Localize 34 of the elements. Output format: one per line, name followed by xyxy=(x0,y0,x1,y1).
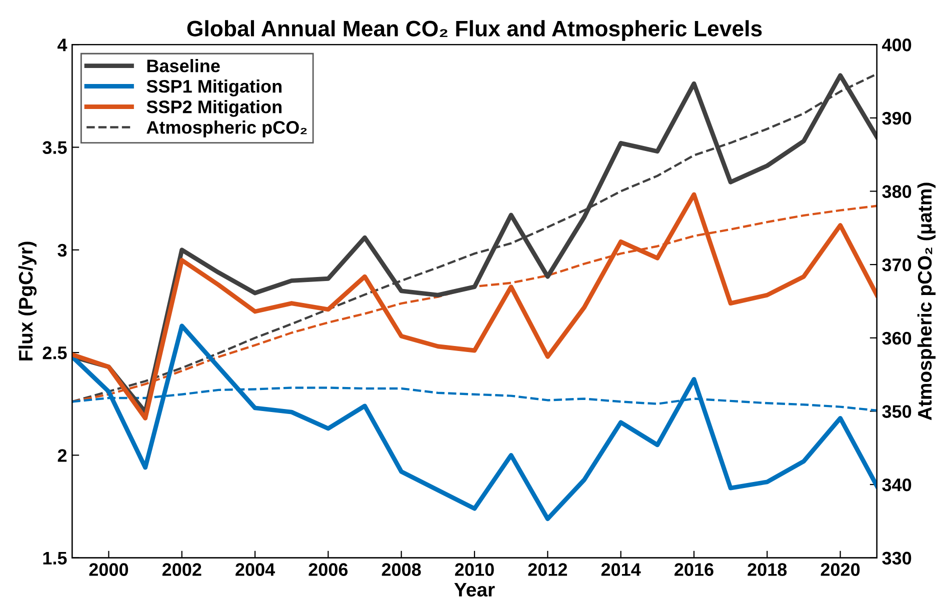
line-series xyxy=(72,324,877,522)
x-tick-label: 2002 xyxy=(162,563,202,576)
x-tick-label: 2020 xyxy=(820,563,860,576)
y-tick-label: 3.5 xyxy=(42,141,67,154)
y-axis-title: Flux (PgC/yr) xyxy=(18,242,37,360)
y2-tick-label: 370 xyxy=(882,258,912,272)
y2-tick-label: 400 xyxy=(882,38,912,52)
y2-tick-label: 330 xyxy=(882,552,912,565)
legend-label: Atmospheric pCO₂ xyxy=(146,120,307,138)
x-tick-label: 2004 xyxy=(236,563,276,576)
y-tick-label: 3 xyxy=(58,244,67,257)
y2-tick-label: 390 xyxy=(882,112,912,125)
y-tick-label: 2.5 xyxy=(42,346,67,360)
y-tick-label: 4 xyxy=(57,38,68,52)
x-tick-label: 2012 xyxy=(528,563,568,576)
legend-label: Baseline xyxy=(147,59,220,72)
x-tick-label: 2018 xyxy=(748,563,787,576)
y2-axis-title: Atmospheric pCO₂ (μatm) xyxy=(917,182,936,420)
x-axis-title: Year xyxy=(454,583,495,597)
y2-tick-label: 380 xyxy=(882,185,912,198)
x-tick-label: 2014 xyxy=(601,563,641,576)
y-tick-label: 2 xyxy=(58,449,67,462)
x-tick-label: 2016 xyxy=(674,563,714,576)
legend-label: SSP2 Mitigation xyxy=(146,100,282,117)
x-tick-label: 2006 xyxy=(308,563,348,576)
legend-label: SSP1 Mitigation xyxy=(146,79,282,96)
y2-tick-label: 360 xyxy=(882,332,912,345)
y-tick-label: 1.5 xyxy=(43,552,67,565)
y2-tick-label: 350 xyxy=(882,405,912,418)
x-tick-label: 2010 xyxy=(455,563,494,576)
x-tick-label: 2008 xyxy=(382,563,421,576)
y2-tick-label: 340 xyxy=(882,478,912,492)
x-tick-label: 2000 xyxy=(89,563,128,576)
chart-title: Global Annual Mean CO₂ Flux and Atmospheric Levels xyxy=(187,20,762,41)
